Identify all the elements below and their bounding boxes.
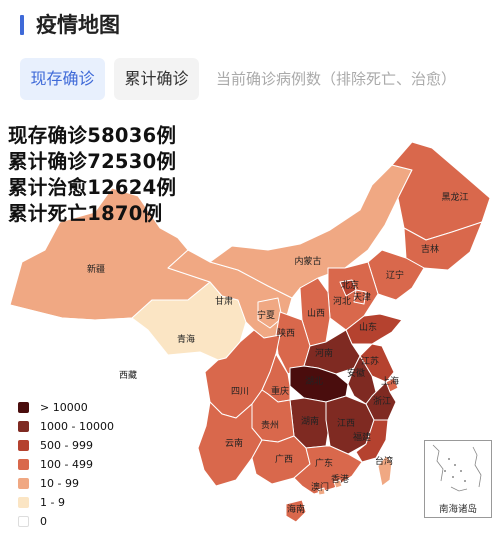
stat-current-confirmed: 现存确诊58036例	[8, 124, 177, 147]
province-qinghai[interactable]	[131, 281, 247, 361]
label-xizang: 西藏	[119, 369, 137, 381]
page-header: 疫情地图	[0, 0, 500, 50]
legend-label: 100 - 499	[40, 458, 93, 471]
province-liaoning[interactable]	[367, 249, 425, 301]
label-xianggang: 香港	[331, 473, 349, 485]
page-title: 疫情地图	[36, 13, 120, 37]
province-hainan[interactable]	[285, 499, 307, 523]
province-tianjin[interactable]	[353, 289, 367, 305]
label-hunan: 湖南	[301, 415, 319, 427]
label-guangxi: 广西	[275, 453, 293, 465]
stat-total-dead: 累计死亡1870例	[8, 202, 163, 225]
china-map: 黑龙江 吉林 辽宁 内蒙古 北京 天津 河北 山西 山东 新疆 甘肃 宁夏 青海…	[0, 110, 500, 547]
label-yunnan: 云南	[225, 437, 243, 449]
label-chongqing: 重庆	[271, 385, 289, 397]
title-accent-bar	[20, 15, 24, 35]
label-neimenggu: 内蒙古	[294, 255, 321, 267]
province-ningxia[interactable]	[257, 297, 283, 329]
label-tianjin: 天津	[353, 292, 371, 303]
province-taiwan[interactable]	[377, 455, 393, 487]
legend-swatch	[18, 459, 29, 470]
label-henan: 河南	[315, 347, 333, 359]
label-anhui: 安徽	[347, 367, 365, 379]
label-fujian: 福建	[353, 431, 371, 443]
label-beijing: 北京	[341, 279, 359, 291]
label-gansu: 甘肃	[215, 295, 233, 307]
label-zhejiang: 浙江	[373, 395, 391, 407]
label-sichuan: 四川	[231, 387, 249, 397]
legend-label: > 10000	[40, 401, 88, 414]
label-jilin: 吉林	[421, 243, 439, 255]
province-aomen[interactable]	[317, 487, 326, 496]
south-china-sea-islands-icon	[432, 444, 482, 492]
province-labels: 黑龙江 吉林 辽宁 内蒙古 北京 天津 河北 山西 山东 新疆 甘肃 宁夏 青海…	[87, 191, 469, 515]
legend-label: 10 - 99	[40, 477, 79, 490]
stat-total-confirmed: 累计确诊72530例	[8, 150, 177, 173]
legend-swatch	[18, 402, 29, 413]
province-hubei[interactable]	[289, 365, 349, 403]
label-aomen: 澳门	[311, 481, 329, 493]
label-jiangsu: 江苏	[361, 355, 379, 367]
inset-label: 南海诸岛	[438, 504, 477, 515]
label-hainan: 海南	[287, 503, 305, 515]
label-hebei: 河北	[333, 295, 351, 307]
map-svg: 黑龙江 吉林 辽宁 内蒙古 北京 天津 河北 山西 山东 新疆 甘肃 宁夏 青海…	[9, 141, 491, 523]
stats-block: 现存确诊58036例 累计确诊72530例 累计治愈12624例 累计死亡187…	[8, 123, 176, 227]
legend-swatch	[18, 478, 29, 489]
tab-bar: 现存确诊 累计确诊 当前确诊病例数（排除死亡、治愈）	[20, 58, 490, 100]
label-jiangxi: 江西	[337, 418, 355, 429]
stat-total-cured: 累计治愈12624例	[8, 176, 177, 199]
province-fujian[interactable]	[355, 419, 389, 463]
legend-swatch	[18, 440, 29, 451]
label-taiwan: 台湾	[375, 455, 393, 467]
legend-label: 500 - 999	[40, 439, 93, 452]
label-shanxi: 山西	[307, 308, 325, 319]
province-guangdong[interactable]	[293, 445, 363, 495]
south-china-sea-inset: 南海诸岛	[424, 440, 492, 518]
legend-label: 0	[40, 515, 47, 528]
label-ningxia: 宁夏	[257, 309, 275, 321]
label-shanghai: 上海	[381, 375, 399, 387]
label-hubei: 湖北	[305, 376, 323, 387]
province-xianggang[interactable]	[333, 479, 343, 489]
label-xinjiang: 新疆	[87, 263, 105, 275]
legend-swatch	[18, 516, 29, 527]
province-shandong[interactable]	[345, 313, 403, 345]
tab-description: 当前确诊病例数（排除死亡、治愈）	[216, 70, 457, 88]
legend-swatch	[18, 421, 29, 432]
legend-label: 1 - 9	[40, 496, 65, 509]
label-guizhou: 贵州	[261, 419, 279, 431]
label-liaoning: 辽宁	[386, 269, 404, 281]
label-heilongjiang: 黑龙江	[441, 191, 468, 203]
legend-label: 1000 - 10000	[40, 420, 114, 433]
tab-total-confirmed[interactable]: 累计确诊	[114, 58, 199, 100]
tab-current-confirmed[interactable]: 现存确诊	[20, 58, 105, 100]
label-shaanxi: 陕西	[277, 327, 295, 339]
label-shandong: 山东	[359, 321, 377, 333]
legend-swatch	[18, 497, 29, 508]
label-guangdong: 广东	[315, 457, 333, 469]
label-qinghai: 青海	[177, 333, 195, 345]
